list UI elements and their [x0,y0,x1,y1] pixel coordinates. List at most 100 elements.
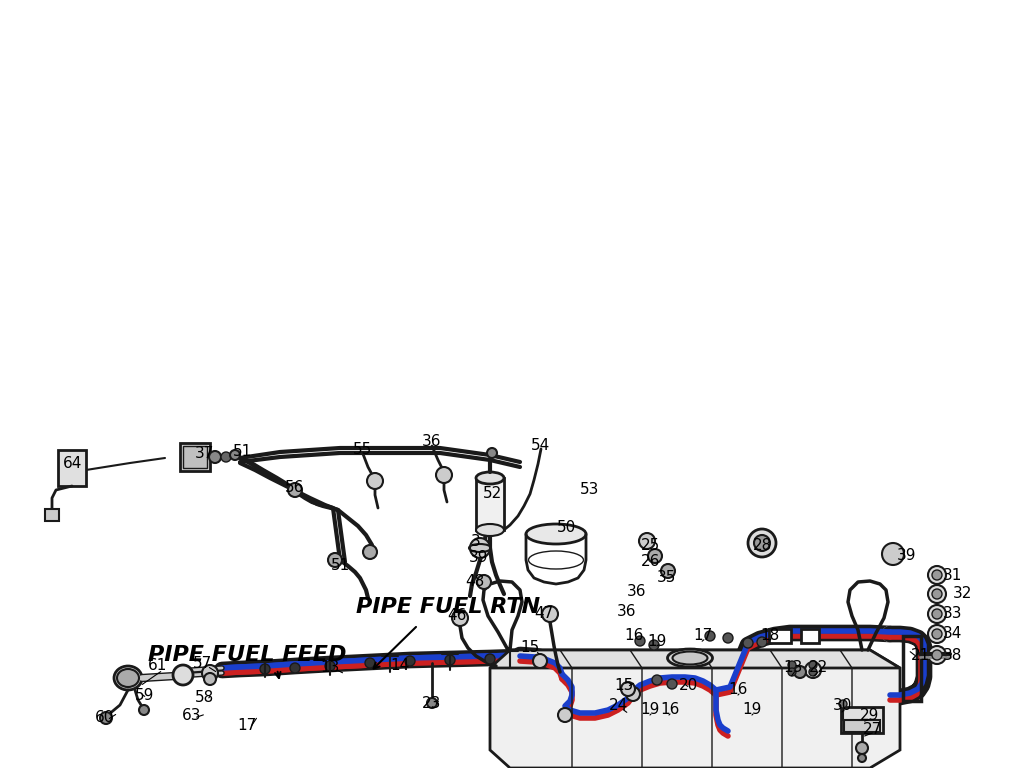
Text: 28: 28 [753,538,772,552]
Circle shape [928,585,946,603]
Text: 61: 61 [148,657,168,673]
Text: 18: 18 [761,627,779,643]
Circle shape [202,665,218,681]
Circle shape [485,654,495,664]
Bar [801,629,819,643]
Circle shape [209,451,221,463]
Circle shape [839,700,847,708]
Ellipse shape [117,669,139,687]
Text: 59: 59 [135,687,155,703]
Circle shape [856,742,868,754]
Circle shape [705,631,715,641]
Bar [476,478,504,530]
Text: 27: 27 [862,723,882,737]
Text: PIPE FUEL FEED: PIPE FUEL FEED [147,645,346,665]
Bar [45,509,59,521]
Circle shape [365,658,375,668]
Circle shape [260,664,270,674]
Circle shape [932,650,942,660]
Circle shape [928,605,946,623]
Circle shape [427,698,437,708]
Circle shape [558,708,572,722]
Circle shape [325,661,335,671]
Bar [903,635,921,700]
Text: 33: 33 [943,607,963,621]
Circle shape [362,545,377,559]
Circle shape [932,629,942,639]
Circle shape [452,610,468,626]
Circle shape [882,543,904,565]
Circle shape [534,654,547,668]
Ellipse shape [673,651,708,664]
Circle shape [328,553,342,567]
Circle shape [652,675,662,685]
Text: PIPE FUEL RTN: PIPE FUEL RTN [356,597,540,617]
Circle shape [928,566,946,584]
Circle shape [288,483,302,497]
Text: 57: 57 [194,656,213,670]
Text: 46: 46 [447,608,467,624]
Circle shape [221,452,231,462]
Text: 39: 39 [897,548,916,564]
Text: 13: 13 [783,660,803,676]
Circle shape [932,609,942,619]
Text: 16: 16 [728,683,748,697]
Text: 16: 16 [660,703,680,717]
Circle shape [649,640,659,650]
Text: 25: 25 [641,538,660,552]
Text: 55: 55 [353,442,373,458]
Circle shape [173,665,193,685]
Circle shape [928,625,946,643]
Circle shape [809,661,817,669]
Text: 54: 54 [531,438,551,452]
Text: 19: 19 [742,703,762,717]
Circle shape [487,448,497,458]
Bar [844,720,880,732]
Text: 51: 51 [331,558,349,572]
Text: 37: 37 [196,445,215,461]
Text: 13: 13 [321,660,340,674]
Circle shape [542,606,558,622]
Circle shape [667,679,677,689]
Text: 3: 3 [471,534,481,548]
Text: 35: 35 [657,570,677,584]
Polygon shape [490,650,900,768]
Circle shape [858,754,866,762]
Bar [180,443,210,471]
Text: 17: 17 [238,719,257,733]
Text: 51: 51 [233,443,253,458]
Circle shape [406,656,415,666]
Circle shape [470,538,490,558]
Ellipse shape [668,649,713,667]
Text: 63: 63 [182,709,202,723]
Text: 29: 29 [860,709,880,723]
Circle shape [932,589,942,599]
Circle shape [788,661,796,669]
Circle shape [436,467,452,483]
Circle shape [754,535,770,551]
Circle shape [367,473,383,489]
Text: 48: 48 [465,574,484,588]
Polygon shape [490,650,900,668]
Circle shape [928,646,946,664]
Text: 19: 19 [640,703,659,717]
Ellipse shape [114,666,142,690]
Circle shape [204,673,216,685]
Text: 16: 16 [625,627,644,643]
Text: 21: 21 [910,647,930,663]
Text: 23: 23 [422,696,441,710]
Text: 56: 56 [286,481,305,495]
Circle shape [748,529,776,557]
Text: 22: 22 [808,660,827,676]
Text: 34: 34 [943,627,963,641]
Text: 30: 30 [834,699,853,713]
Text: 15: 15 [520,641,540,656]
Text: 64: 64 [63,455,83,471]
Circle shape [932,570,942,580]
Circle shape [139,705,150,715]
Bar [769,629,791,643]
Text: 31: 31 [943,568,963,582]
Circle shape [809,668,817,676]
Circle shape [723,633,733,643]
Text: 26: 26 [641,554,660,570]
